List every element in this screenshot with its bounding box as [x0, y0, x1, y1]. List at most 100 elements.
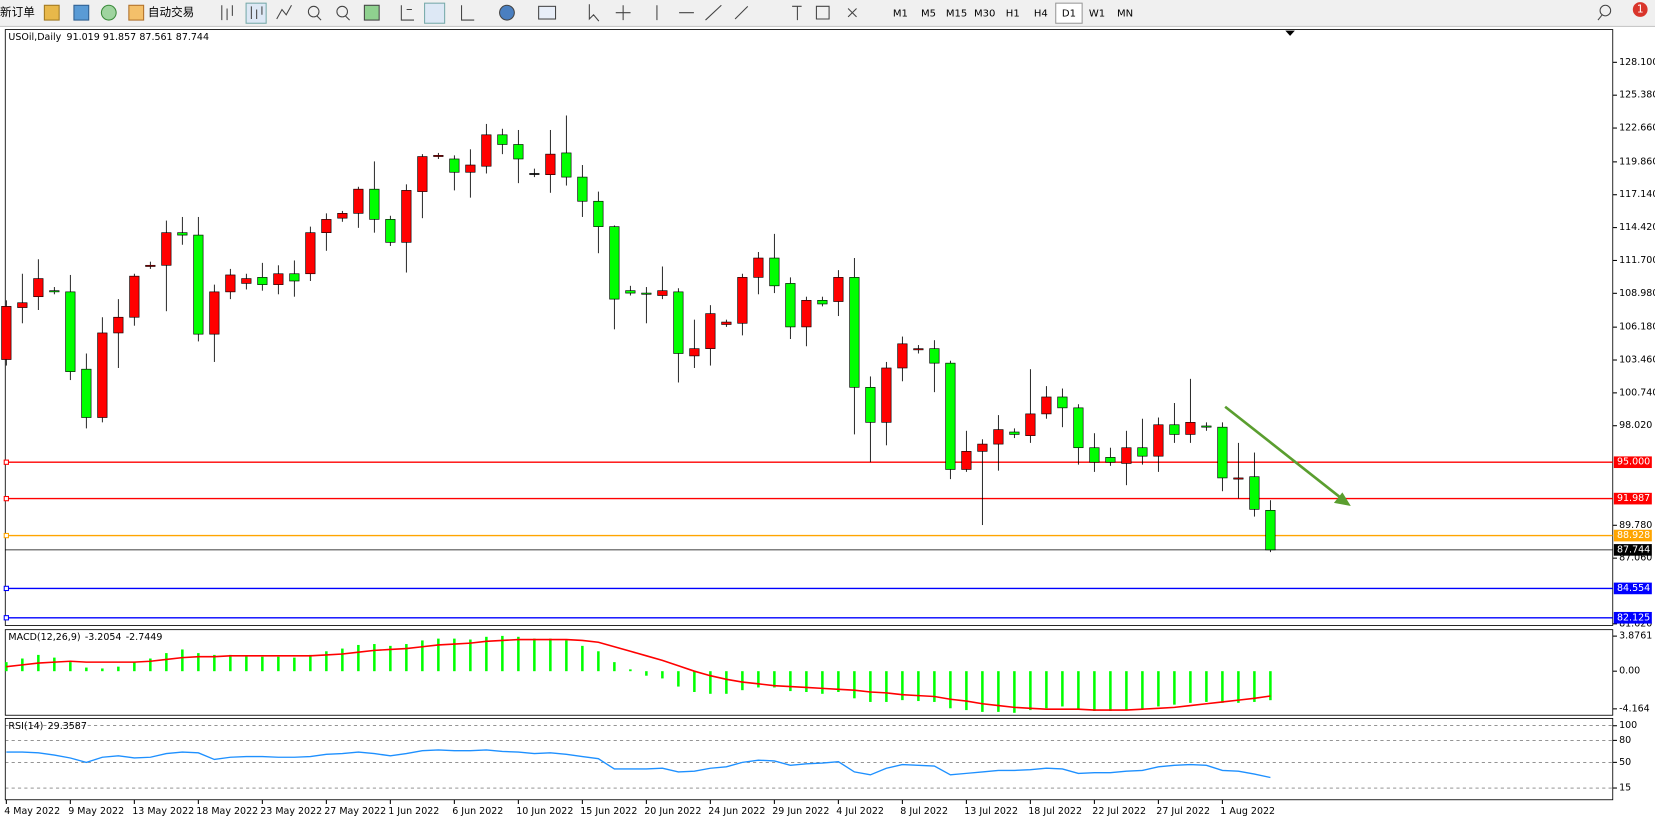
- timeframe-label[interactable]: H1: [1006, 9, 1020, 20]
- symbol: USOil,Daily: [8, 31, 61, 42]
- candle-body: [465, 164, 476, 173]
- notification-count[interactable]: 1: [1637, 4, 1644, 16]
- macd-bar: [1029, 671, 1032, 711]
- icon[interactable]: [221, 5, 233, 21]
- icon[interactable]: [538, 5, 557, 20]
- macd-bar: [1093, 671, 1096, 711]
- icon[interactable]: [336, 5, 349, 18]
- timeframe-button[interactable]: [1055, 2, 1083, 24]
- x-tick-label: 6 Jun 2022: [452, 806, 503, 817]
- y-tick-label: 15: [1619, 783, 1631, 794]
- macd-bar: [837, 671, 840, 692]
- candle-body: [17, 302, 28, 308]
- y-tick-label: 50: [1619, 757, 1631, 768]
- level-handle: [3, 459, 9, 465]
- high: 91.857: [103, 31, 136, 42]
- candle-body: [721, 321, 732, 325]
- macd-bar: [613, 662, 616, 672]
- timeframe-label[interactable]: W1: [1089, 9, 1105, 20]
- icon[interactable]: [424, 2, 446, 24]
- timeframe-label[interactable]: M30: [974, 9, 995, 20]
- macd-bar: [581, 645, 584, 672]
- macd-name: MACD(12,26,9): [8, 632, 80, 643]
- icon[interactable]: [250, 6, 263, 20]
- macd-bar: [405, 644, 408, 672]
- candle-body: [1217, 426, 1228, 479]
- candle-body: [497, 134, 508, 145]
- x-tick-label: 8 Jul 2022: [900, 806, 948, 817]
- macd-bar: [421, 640, 424, 672]
- x-tick-label: 4 Jul 2022: [836, 806, 884, 817]
- candle-body: [897, 343, 908, 369]
- macd-bar: [101, 668, 104, 672]
- macd-bar: [1061, 671, 1064, 707]
- macd-bar: [949, 671, 952, 709]
- macd-bar: [341, 648, 344, 672]
- y-tick-label: 114.420: [1619, 222, 1655, 233]
- candle-body: [353, 188, 364, 214]
- icon[interactable]: [100, 4, 117, 21]
- icon[interactable]: [307, 5, 320, 18]
- icon[interactable]: [316, 15, 322, 21]
- new-order-button[interactable]: 新订单: [0, 5, 35, 19]
- notification-badge[interactable]: [1632, 2, 1648, 17]
- icon[interactable]: [499, 4, 515, 21]
- macd-bar: [229, 654, 232, 672]
- icon[interactable]: [1597, 14, 1603, 21]
- icon[interactable]: [400, 5, 415, 21]
- candle-body: [977, 443, 988, 452]
- candle-body: [449, 158, 460, 173]
- candle-body: [993, 429, 1004, 445]
- candle-body: [849, 277, 860, 388]
- x-tick-label: 1 Jun 2022: [388, 806, 439, 817]
- candle-body: [1073, 407, 1084, 449]
- candle-body: [305, 232, 316, 275]
- x-tick-label: 18 Jul 2022: [1028, 806, 1082, 817]
- candle-body: [1153, 424, 1164, 457]
- candle-body: [401, 190, 412, 243]
- timeframe-label[interactable]: MN: [1117, 9, 1133, 20]
- icon[interactable]: [363, 4, 380, 21]
- icon[interactable]: [43, 4, 60, 21]
- y-tick-label: 81.620: [1619, 618, 1652, 629]
- icon[interactable]: [73, 4, 90, 21]
- candle-body: [1233, 477, 1244, 480]
- candle-body: [753, 257, 764, 278]
- candle-body: [705, 313, 716, 349]
- macd-bar: [965, 671, 968, 711]
- search-icon[interactable]: [1599, 4, 1612, 17]
- macd-bar: [149, 658, 152, 672]
- macd-bar: [757, 671, 760, 688]
- macd-bar: [1173, 671, 1176, 705]
- icon[interactable]: [276, 5, 292, 20]
- auto-trading-button[interactable]: 自动交易: [148, 5, 194, 19]
- icon[interactable]: [847, 8, 857, 18]
- level-label: 84.554: [1617, 583, 1650, 594]
- macd-bar: [501, 635, 504, 672]
- candle-body: [273, 273, 284, 285]
- macd-bar: [245, 655, 248, 672]
- timeframe-label[interactable]: D1: [1062, 9, 1076, 20]
- candle-body: [417, 156, 428, 192]
- level-handle: [3, 615, 9, 621]
- rsi-name: RSI(14): [8, 720, 43, 731]
- macd-header: MACD(12,26,9) -3.2054 -2.7449: [8, 632, 162, 643]
- macd-bar: [1109, 671, 1112, 711]
- timeframe-label[interactable]: H4: [1034, 9, 1048, 20]
- low: 87.561: [139, 31, 172, 42]
- candle-body: [833, 277, 844, 302]
- icon[interactable]: [461, 5, 475, 21]
- x-tick-label: 22 Jul 2022: [1092, 806, 1146, 817]
- auto-trading-icon[interactable]: [128, 4, 145, 21]
- candle-body: [1121, 447, 1132, 464]
- macd-bar: [293, 657, 296, 672]
- x-tick-label: 18 May 2022: [196, 806, 258, 817]
- timeframe-label[interactable]: M5: [921, 9, 936, 20]
- candle-body: [577, 176, 588, 202]
- macd-bar: [517, 636, 520, 672]
- icon[interactable]: [588, 4, 830, 22]
- macd-bar: [1045, 671, 1048, 709]
- icon[interactable]: [344, 15, 350, 21]
- timeframe-label[interactable]: M15: [946, 9, 967, 20]
- timeframe-label[interactable]: M1: [893, 9, 908, 20]
